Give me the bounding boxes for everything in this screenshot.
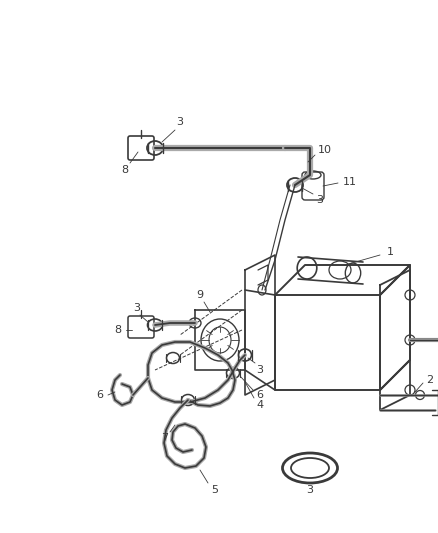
Text: 4: 4 — [256, 400, 264, 410]
Text: 3: 3 — [307, 485, 314, 495]
Text: 10: 10 — [318, 145, 332, 155]
Text: 9: 9 — [196, 290, 204, 300]
Text: 3: 3 — [177, 117, 184, 127]
Text: 8: 8 — [121, 165, 129, 175]
Text: 6: 6 — [96, 390, 103, 400]
Text: 5: 5 — [212, 485, 219, 495]
Text: 8: 8 — [114, 325, 122, 335]
Text: 2: 2 — [427, 375, 434, 385]
Text: 3: 3 — [134, 303, 141, 313]
Text: 11: 11 — [343, 177, 357, 187]
Text: 6: 6 — [257, 390, 264, 400]
Text: 1: 1 — [386, 247, 393, 257]
Text: 3: 3 — [257, 365, 264, 375]
Text: 3: 3 — [317, 195, 324, 205]
Text: 7: 7 — [162, 433, 169, 443]
